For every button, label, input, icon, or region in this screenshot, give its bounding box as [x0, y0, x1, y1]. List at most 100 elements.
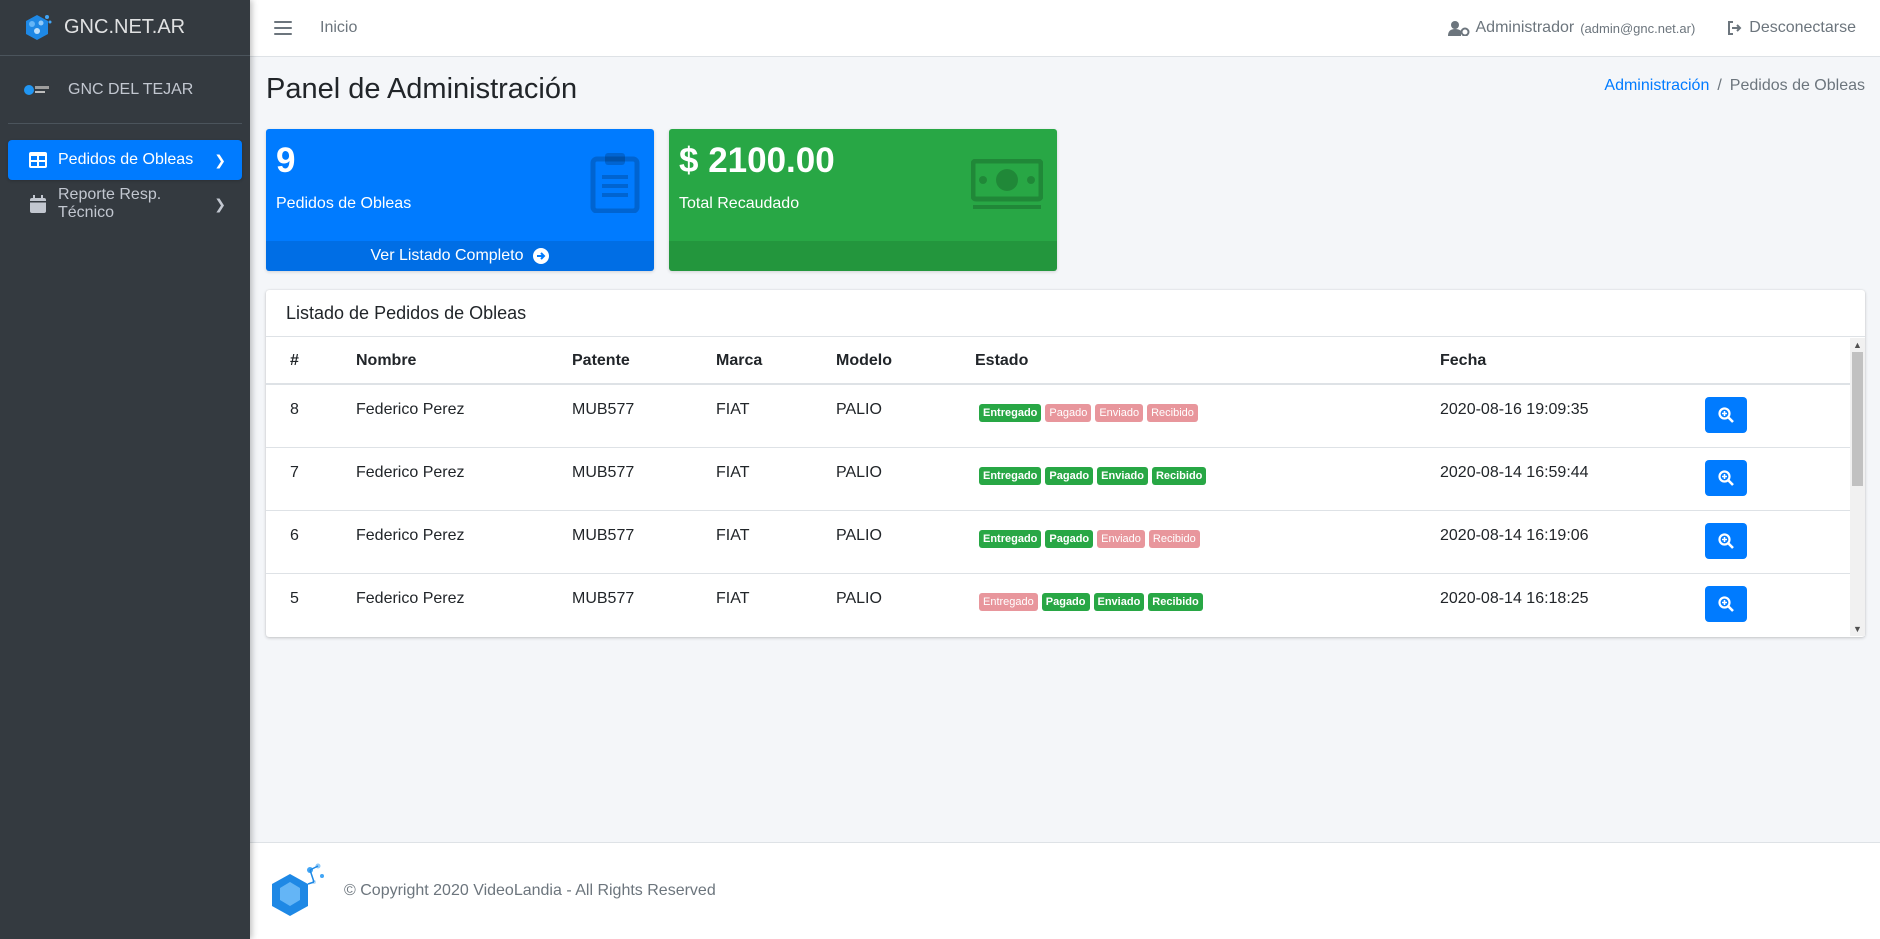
brand-logo-icon: [26, 14, 52, 40]
orders-table-body: 8 Federico Perez MUB577 FIAT PALIO Entregado P…: [266, 384, 1850, 636]
breadcrumb: Administración / Pedidos de Obleas: [1604, 77, 1865, 95]
top-navbar: Inicio Administrador (admin@gnc.net.ar) …: [250, 0, 1880, 57]
column-header-actions: [1704, 338, 1850, 385]
cell-actions: [1704, 573, 1850, 636]
money-bill-icon: [971, 159, 1043, 209]
sidebar-nav: Pedidos de Obleas ❯ Reporte Resp. Técnic…: [0, 124, 250, 224]
user-menu[interactable]: Administrador (admin@gnc.net.ar): [1447, 19, 1696, 37]
chevron-right-icon: ❯: [214, 195, 226, 212]
status-badge: Pagado: [1041, 592, 1090, 611]
cell-estado: Entregado Pagado Enviado Recibido: [951, 384, 1416, 448]
orders-stat-box: 9 Pedidos de Obleas Ver Listado Completo: [266, 129, 654, 271]
status-badge: Enviado: [1095, 404, 1144, 422]
revenue-stat-box: $ 2100.00 Total Recaudado: [669, 129, 1057, 271]
orders-table: # Nombre Patente Marca Modelo Estado Fec…: [266, 338, 1850, 636]
status-badge: Entregado: [979, 529, 1042, 548]
cell-fecha: 2020-08-14 16:19:06: [1416, 510, 1704, 574]
status-badge: Pagado: [1045, 529, 1094, 548]
page-footer: © Copyright 2020 VideoLandia - All Right…: [250, 842, 1880, 939]
sidebar-item-label: Reporte Resp. Técnico: [58, 186, 162, 221]
column-header-id: #: [266, 338, 332, 385]
cell-estado: Entregado Pagado Enviado Recibido: [951, 510, 1416, 574]
search-plus-icon: [1718, 532, 1734, 549]
search-plus-icon: [1718, 469, 1734, 486]
view-order-button[interactable]: [1705, 397, 1747, 433]
cell-nombre: Federico Perez: [332, 384, 548, 448]
arrow-circle-right-icon: [533, 248, 550, 264]
column-header-marca: Marca: [692, 338, 812, 385]
orders-card: Listado de Pedidos de Obleas # Nombre Pa…: [266, 290, 1865, 637]
scroll-up-icon[interactable]: ▲: [1853, 340, 1862, 350]
company-logo-icon: [24, 84, 49, 95]
view-full-list-link[interactable]: Ver Listado Completo: [266, 241, 654, 271]
company-logo-icon: [272, 863, 324, 916]
cell-id: 8: [266, 384, 332, 448]
column-header-modelo: Modelo: [812, 338, 951, 385]
user-email: (admin@gnc.net.ar): [1580, 20, 1696, 36]
cell-id: 6: [266, 510, 332, 574]
cell-nombre: Federico Perez: [332, 510, 548, 574]
cell-modelo: PALIO: [812, 447, 951, 511]
breadcrumb-current: Pedidos de Obleas: [1729, 77, 1865, 94]
breadcrumb-link-administracion[interactable]: Administración: [1604, 77, 1710, 94]
clipboard-icon: [590, 153, 640, 213]
menu-toggle-icon[interactable]: [274, 21, 292, 35]
cell-modelo: PALIO: [812, 510, 951, 574]
status-badge: Enviado: [1097, 466, 1148, 485]
column-header-estado: Estado: [951, 338, 1416, 385]
orders-label: Pedidos de Obleas: [276, 195, 412, 212]
sidebar: GNC.NET.AR GNC DEL TEJAR Pedidos de Oble…: [0, 0, 250, 939]
company-panel[interactable]: GNC DEL TEJAR: [8, 56, 242, 124]
table-scrollbar[interactable]: ▲ ▼: [1850, 338, 1865, 636]
scroll-down-icon[interactable]: ▼: [1853, 624, 1862, 634]
cell-patente: MUB577: [548, 447, 692, 511]
main-content: Panel de Administración Administración / P…: [250, 57, 1880, 842]
user-name: Administrador: [1475, 19, 1575, 36]
sidebar-item-reporte-resp-tecnico[interactable]: Reporte Resp. Técnico ❯: [8, 184, 242, 224]
view-order-button[interactable]: [1705, 459, 1747, 496]
logout-button[interactable]: Desconectarse: [1727, 19, 1856, 37]
status-badge: Pagado: [1045, 404, 1092, 422]
column-header-fecha: Fecha: [1416, 338, 1704, 385]
brand[interactable]: GNC.NET.AR: [0, 0, 250, 56]
logout-label: Desconectarse: [1749, 19, 1856, 36]
table-row: 5 Federico Perez MUB577 FIAT PALIO Entregado P…: [266, 573, 1850, 636]
status-badge: Entregado: [979, 592, 1038, 611]
status-badge: Pagado: [1045, 466, 1094, 485]
revenue-amount: $ 2100.00: [679, 141, 835, 180]
cell-nombre: Federico Perez: [332, 573, 548, 636]
cell-estado: Entregado Pagado Enviado Recibido: [951, 447, 1416, 511]
view-order-button[interactable]: [1705, 585, 1747, 622]
orders-card-title: Listado de Pedidos de Obleas: [266, 290, 1865, 337]
page-title: Panel de Administración: [266, 73, 578, 105]
table-row: 6 Federico Perez MUB577 FIAT PALIO Entregado P…: [266, 510, 1850, 574]
status-badge: Entregado: [979, 466, 1042, 485]
sidebar-item-label: Pedidos de Obleas: [58, 151, 194, 168]
status-badge: Recibido: [1147, 404, 1198, 422]
calendar-icon: [28, 195, 48, 213]
cell-modelo: PALIO: [812, 573, 951, 636]
cell-patente: MUB577: [548, 573, 692, 636]
home-link[interactable]: Inicio: [320, 19, 358, 36]
breadcrumb-separator: /: [1717, 77, 1722, 94]
view-order-button[interactable]: [1705, 522, 1747, 559]
cell-actions: [1704, 447, 1850, 511]
search-plus-icon: [1718, 595, 1734, 612]
cell-nombre: Federico Perez: [332, 447, 548, 511]
cell-actions: [1704, 510, 1850, 574]
search-plus-icon: [1718, 407, 1734, 423]
cell-modelo: PALIO: [812, 384, 951, 448]
copyright-text: © Copyright 2020 VideoLandia - All Right…: [344, 882, 716, 899]
status-badge: Recibido: [1151, 466, 1207, 485]
sidebar-item-pedidos-de-obleas[interactable]: Pedidos de Obleas ❯: [8, 140, 242, 180]
scroll-thumb[interactable]: [1852, 352, 1863, 486]
orders-count: 9: [276, 141, 296, 180]
brand-name: GNC.NET.AR: [64, 16, 186, 38]
status-badge: Enviado: [1097, 529, 1145, 548]
cell-estado: Entregado Pagado Enviado Recibido: [951, 573, 1416, 636]
cell-fecha: 2020-08-14 16:59:44: [1416, 447, 1704, 511]
table-row: 7 Federico Perez MUB577 FIAT PALIO Entregado P…: [266, 447, 1850, 511]
status-badge: Enviado: [1093, 592, 1145, 611]
revenue-footer: [669, 241, 1057, 271]
chevron-right-icon: ❯: [214, 151, 226, 168]
